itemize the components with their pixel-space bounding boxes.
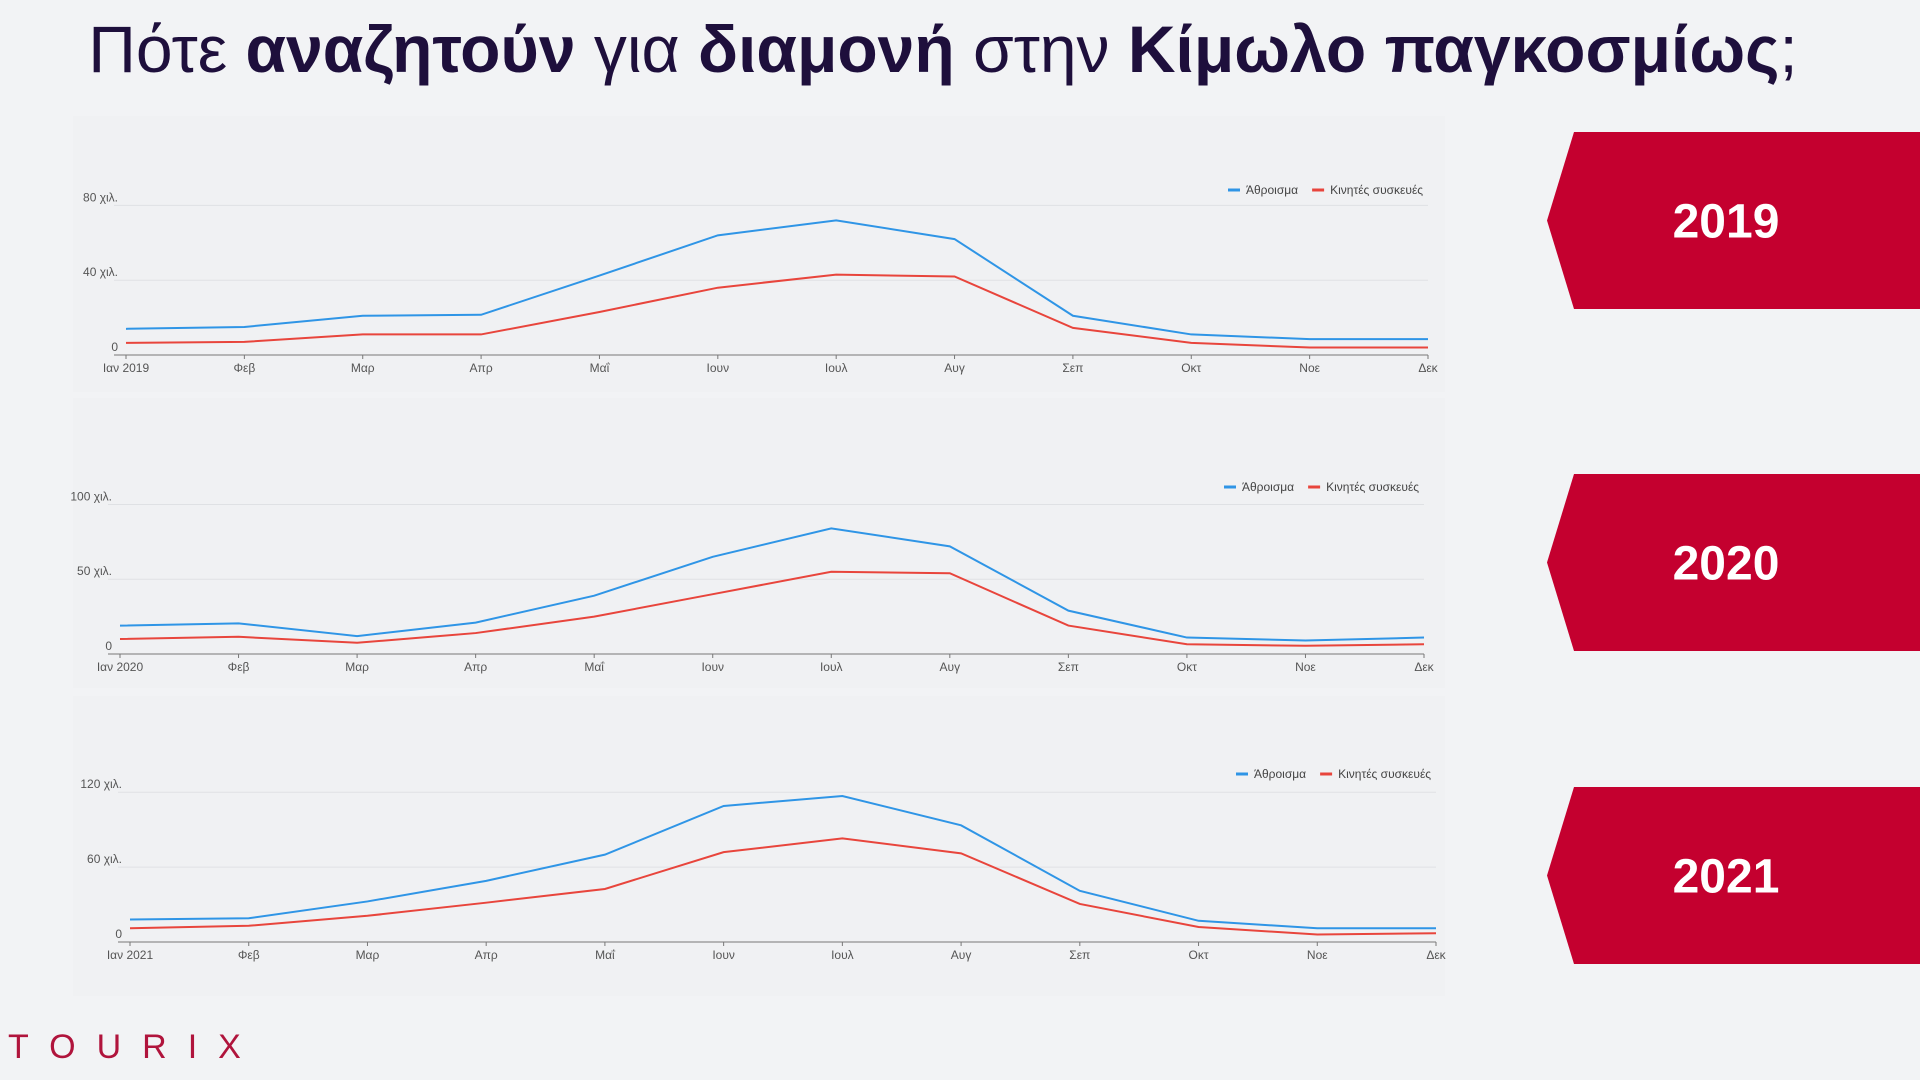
title-part: διαμονή [698,12,955,86]
year-tag-shape [1547,474,1920,651]
title: Πότε αναζητούν για διαμονή στην Κίμωλο π… [88,12,1798,86]
x-tick-label: Σεπ [1069,948,1090,962]
x-tick-label: Φεβ [233,361,255,375]
x-tick-label: Νοε [1295,660,1316,674]
title-part: ; [1779,12,1797,86]
y-tick-label: 0 [115,927,122,941]
year-tag: 2021 [1673,851,1780,904]
title-part: στην [955,12,1128,86]
x-tick-label: Φεβ [228,660,250,674]
x-tick-label: Οκτ [1177,660,1197,674]
x-tick-label: Μαΐ [595,948,616,962]
x-tick-label: Ιουν [712,948,735,962]
y-tick-label: 80 χιλ. [83,190,118,204]
legend-label: Άθροισμα [1254,767,1306,781]
y-tick-label: 0 [111,340,118,354]
x-tick-label: Μαΐ [590,361,611,375]
x-tick-label: Οκτ [1181,361,1201,375]
legend-label: Άθροισμα [1242,480,1294,494]
y-tick-label: 100 χιλ. [70,489,112,503]
legend-label: Κινητές συσκευές [1330,183,1423,197]
x-tick-label: Αυγ [951,948,972,962]
legend-label: Κινητές συσκευές [1326,480,1419,494]
year-tag-shape [1547,132,1920,309]
series-line [129,837,1437,936]
y-tick-label: 40 χιλ. [83,265,118,279]
x-tick-label: Σεπ [1062,361,1083,375]
title-part: Πότε [88,12,245,86]
x-tick-label: Μαρ [351,361,375,375]
x-tick-label: Δεκ [1426,948,1446,962]
legend-label: Άθροισμα [1246,183,1298,197]
x-tick-label: Ιαν 2021 [107,948,154,962]
x-tick-label: Ιαν 2019 [103,361,150,375]
x-tick-label: Αυγ [940,660,961,674]
title-part: αναζητούν [246,12,576,86]
year-tag: 2019 [1673,196,1780,249]
x-tick-label: Απρ [475,948,498,962]
year-tag-shape [1547,787,1920,964]
x-tick-label: Νοε [1307,948,1328,962]
x-tick-label: Μαΐ [584,660,605,674]
x-tick-label: Ιουλ [820,660,843,674]
y-tick-label: 0 [105,639,112,653]
x-tick-label: Φεβ [238,948,260,962]
x-tick-label: Ιαν 2020 [97,660,144,674]
x-tick-label: Νοε [1299,361,1320,375]
x-tick-label: Απρ [464,660,487,674]
chart-panel [73,696,1445,996]
year-tag: 2020 [1673,538,1780,591]
y-tick-label: 50 χιλ. [77,564,112,578]
x-tick-label: Ιουν [701,660,724,674]
x-tick-label: Ιουλ [831,948,854,962]
series-line [129,794,1436,930]
series-line [119,527,1425,642]
legend-label: Κινητές συσκευές [1338,767,1431,781]
x-tick-label: Σεπ [1058,660,1079,674]
series-line [125,219,1428,341]
x-tick-label: Απρ [470,361,493,375]
x-tick-label: Μαρ [356,948,380,962]
logo: TOURIX [8,1028,262,1066]
x-tick-label: Αυγ [944,361,965,375]
x-tick-label: Ιουλ [825,361,848,375]
y-tick-label: 120 χιλ. [80,777,122,791]
x-tick-label: Μαρ [345,660,369,674]
title-part: για [576,12,699,86]
series-line [119,570,1425,647]
series-line [125,273,1428,349]
y-tick-label: 60 χιλ. [87,852,122,866]
title-part: Κίμωλο παγκοσμίως [1128,12,1780,86]
x-tick-label: Οκτ [1189,948,1209,962]
x-tick-label: Ιουν [707,361,730,375]
chart-panel [73,116,1445,392]
x-tick-label: Δεκ [1414,660,1434,674]
x-tick-label: Δεκ [1418,361,1438,375]
